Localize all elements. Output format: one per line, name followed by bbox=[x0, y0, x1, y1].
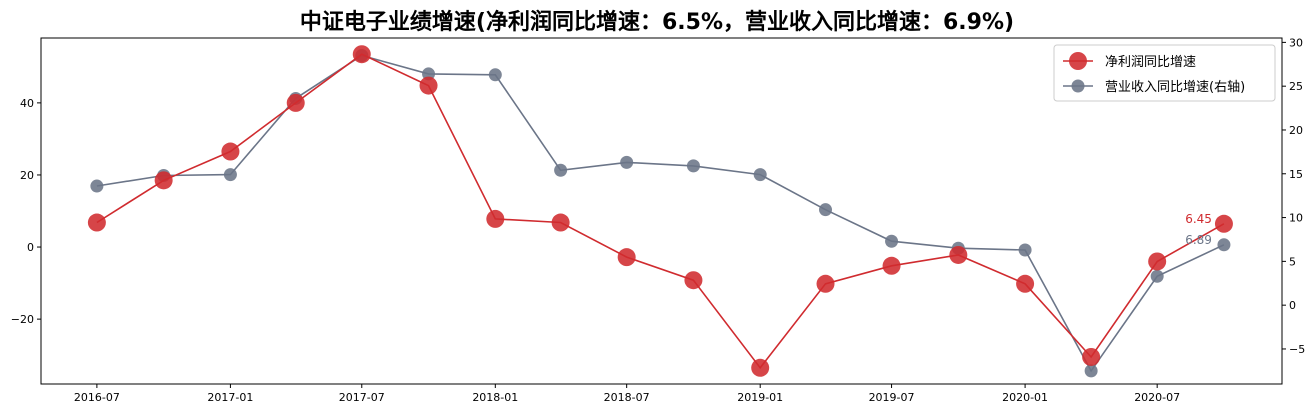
x-axis: 2016-07 2017-01 2017-07 2018-01 2018-07 2019-… bbox=[74, 384, 1180, 404]
x-tick-label: 2020-01 bbox=[1002, 391, 1048, 404]
revenue-point bbox=[885, 234, 899, 248]
left-y-tick-label: 0 bbox=[27, 241, 34, 254]
profit-point bbox=[684, 271, 703, 290]
profit-point bbox=[949, 245, 968, 264]
x-tick-label: 2016-07 bbox=[74, 391, 120, 404]
profit-point bbox=[352, 45, 371, 64]
profit-point bbox=[751, 358, 770, 377]
right-y-axis: −5 0 5 10 15 20 25 30 bbox=[1282, 36, 1305, 356]
profit-point bbox=[419, 76, 438, 95]
x-tick-label: 2019-07 bbox=[869, 391, 915, 404]
profit-end-label: 6.45 bbox=[1185, 212, 1212, 226]
profit-point bbox=[551, 213, 570, 232]
x-tick-label: 2018-07 bbox=[604, 391, 650, 404]
revenue-point bbox=[620, 155, 634, 169]
left-y-tick-label: 40 bbox=[20, 97, 34, 110]
legend-revenue-marker bbox=[1071, 79, 1085, 93]
revenue-point bbox=[819, 203, 833, 217]
left-y-axis: −20 0 20 40 bbox=[11, 97, 41, 326]
legend-revenue-label: 营业收入同比增速(右轴) bbox=[1105, 80, 1245, 95]
right-y-tick-label: 0 bbox=[1289, 299, 1296, 312]
x-tick-label: 2017-01 bbox=[207, 391, 253, 404]
left-y-tick-label: 20 bbox=[20, 169, 34, 182]
right-y-tick-label: 10 bbox=[1289, 212, 1303, 225]
right-y-tick-label: 15 bbox=[1289, 168, 1303, 181]
right-y-tick-label: 20 bbox=[1289, 124, 1303, 137]
profit-point bbox=[882, 256, 901, 275]
chart-title: 中证电子业绩增速(净利润同比增速：6.5%，营业收入同比增速：6.9%) bbox=[300, 9, 1014, 35]
legend-profit-marker bbox=[1069, 52, 1087, 70]
x-tick-label: 2018-01 bbox=[472, 391, 518, 404]
right-y-tick-label: 5 bbox=[1289, 255, 1296, 268]
revenue-point bbox=[1150, 269, 1164, 283]
x-tick-label: 2017-07 bbox=[339, 391, 385, 404]
profit-point bbox=[1214, 214, 1233, 233]
profit-point bbox=[1148, 252, 1167, 271]
profit-point bbox=[154, 171, 173, 190]
plot-area bbox=[40, 37, 1283, 385]
right-y-tick-label: 25 bbox=[1289, 80, 1303, 93]
revenue-point bbox=[1018, 243, 1032, 257]
revenue-point bbox=[223, 168, 237, 182]
end-labels: 6.45 6.89 bbox=[1185, 212, 1212, 247]
revenue-point bbox=[488, 68, 502, 82]
right-y-tick-label: −5 bbox=[1289, 343, 1305, 356]
series-layer bbox=[87, 45, 1233, 378]
revenue-point bbox=[753, 168, 767, 182]
revenue-point bbox=[90, 179, 104, 193]
profit-point bbox=[617, 248, 636, 267]
profit-point bbox=[1082, 347, 1101, 366]
left-y-tick-label: −20 bbox=[11, 313, 34, 326]
profit-point bbox=[221, 142, 240, 161]
profit-point bbox=[486, 209, 505, 228]
right-y-tick-label: 30 bbox=[1289, 36, 1303, 49]
x-tick-label: 2019-01 bbox=[737, 391, 783, 404]
revenue-point bbox=[554, 163, 568, 177]
revenue-end-label: 6.89 bbox=[1185, 233, 1212, 247]
x-tick-label: 2020-07 bbox=[1134, 391, 1180, 404]
profit-series-line bbox=[96, 53, 1225, 370]
profit-point bbox=[1016, 274, 1035, 293]
revenue-point bbox=[686, 159, 700, 173]
revenue-point bbox=[1084, 364, 1098, 378]
revenue-point bbox=[422, 67, 436, 81]
revenue-point bbox=[1217, 238, 1231, 252]
profit-point bbox=[87, 213, 106, 232]
revenue-series-line bbox=[96, 54, 1225, 373]
legend-profit-label: 净利润同比增速 bbox=[1105, 55, 1196, 70]
profit-point bbox=[286, 93, 305, 112]
legend-box bbox=[1053, 44, 1276, 102]
profit-point bbox=[816, 274, 835, 293]
